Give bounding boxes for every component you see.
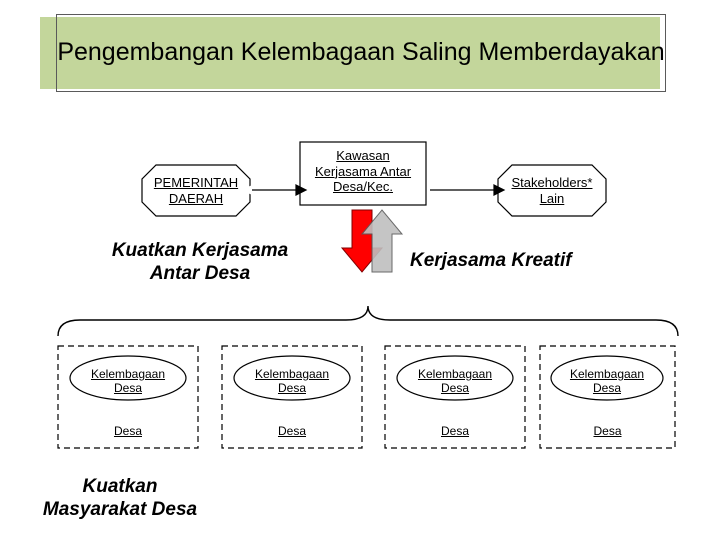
kelembagaan-1: KelembagaanDesa — [70, 367, 186, 396]
kelembagaan-3: KelembagaanDesa — [397, 367, 513, 396]
label-stakeholders: Stakeholders*Lain — [498, 175, 606, 206]
arrow-center-to-right — [430, 185, 504, 195]
label-pemerintah: PEMERINTAHDAERAH — [142, 175, 250, 206]
brace — [58, 306, 678, 336]
desa-3: Desa — [385, 424, 525, 438]
heading-kerjasama-kreatif: Kerjasama Kreatif — [410, 250, 572, 273]
kelembagaan-2: KelembagaanDesa — [234, 367, 350, 396]
kelembagaan-4: KelembagaanDesa — [551, 367, 663, 396]
desa-2: Desa — [222, 424, 362, 438]
heading-kuatkan-masyarakat: KuatkanMasyarakat Desa — [20, 476, 220, 522]
desa-1: Desa — [58, 424, 198, 438]
desa-4: Desa — [540, 424, 675, 438]
arrow-left-to-center — [242, 185, 306, 195]
label-kawasan: KawasanKerjasama AntarDesa/Kec. — [300, 148, 426, 195]
heading-kuatkan-kerjasama: Kuatkan KerjasamaAntar Desa — [90, 240, 310, 286]
